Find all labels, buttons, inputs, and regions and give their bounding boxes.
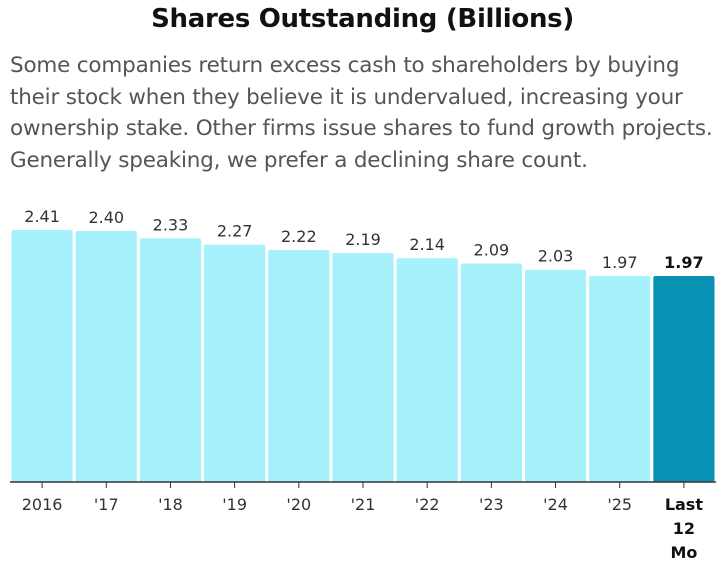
- chart-title: Shares Outstanding (Billions): [151, 4, 574, 34]
- bar-value-label: 2.14: [409, 235, 445, 254]
- bar-value-label: 1.97: [664, 253, 703, 272]
- x-tick-label: '18: [158, 495, 183, 514]
- x-tick-label: '23: [479, 495, 504, 514]
- x-tick-label: '22: [415, 495, 440, 514]
- x-tick-label: '21: [351, 495, 376, 514]
- x-tick-label: '25: [607, 495, 632, 514]
- x-tick-label: '24: [543, 495, 568, 514]
- bar: [460, 263, 522, 482]
- bar-value-label: 2.03: [538, 247, 574, 266]
- bar-value-label: 1.97: [602, 253, 638, 272]
- bar-value-label: 2.41: [24, 207, 60, 226]
- bar: [589, 276, 651, 482]
- bar: [204, 244, 266, 482]
- bar: [268, 249, 330, 482]
- x-tick-label: Last 12 Mo: [665, 495, 704, 562]
- bar: [332, 253, 394, 482]
- bar: [11, 230, 73, 482]
- bar-value-label: 2.19: [345, 230, 381, 249]
- bar: [396, 258, 458, 482]
- bar-value-label: 2.09: [474, 240, 510, 259]
- bar: [653, 276, 715, 482]
- bar: [524, 269, 587, 482]
- bar-value-label: 2.22: [281, 227, 317, 246]
- bar-value-label: 2.40: [88, 208, 124, 227]
- x-tick-label: '19: [222, 495, 247, 514]
- x-tick-label: '20: [286, 495, 311, 514]
- chart-subtitle: Some companies return excess cash to sha…: [10, 53, 713, 173]
- bar-value-label: 2.27: [217, 222, 253, 241]
- bar: [75, 231, 137, 482]
- x-tick-label: '17: [94, 495, 119, 514]
- x-tick-label: 2016: [22, 495, 63, 514]
- bar: [139, 238, 202, 482]
- bar-value-label: 2.33: [153, 215, 189, 234]
